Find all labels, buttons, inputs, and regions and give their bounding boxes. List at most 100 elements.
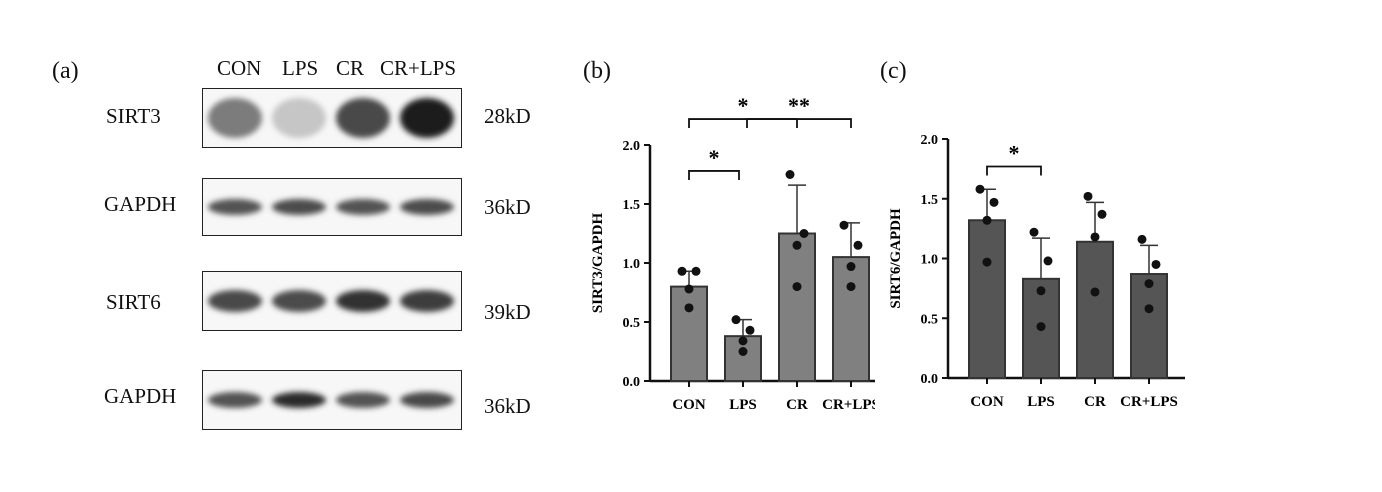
blot-band: [208, 98, 262, 138]
chart-b: 0.0 0.5 1.0 1.5 2.0 SIRT3/GAPDH CON LPS CR CR+LPS…: [590, 93, 875, 413]
blot-band: [400, 98, 454, 138]
significance-label: *: [1009, 140, 1020, 165]
protein-label-sirt6: SIRT6: [106, 290, 161, 314]
lane-label-cr: CR: [336, 56, 365, 80]
protein-label-gapdh-2: GAPDH: [104, 384, 177, 408]
significance-label: *: [738, 93, 749, 118]
significance-label: *: [709, 145, 720, 170]
blot-band: [336, 199, 390, 215]
bar: [832, 256, 870, 383]
mw-label-sirt6: 39kD: [484, 300, 531, 324]
data-point: [1036, 322, 1046, 332]
y-tick-label: 1.0: [921, 253, 939, 268]
data-point: [684, 303, 694, 313]
y-axis-label: SIRT6/GAPDH: [888, 208, 904, 309]
blot-band: [400, 392, 454, 408]
blot-band: [336, 290, 390, 312]
data-point: [982, 257, 992, 267]
bar: [1076, 240, 1114, 379]
blot-gapdh-2-bands: [208, 392, 454, 408]
data-point: [846, 282, 856, 292]
y-tick-label: 0.5: [921, 312, 939, 327]
blot-band: [272, 98, 326, 138]
blot-band: [208, 290, 262, 312]
protein-label-sirt3: SIRT3: [106, 104, 161, 128]
blot-sirt3-bands: [208, 98, 454, 138]
blot-band: [272, 199, 326, 215]
lane-label-cr-lps: CR+LPS: [380, 56, 457, 80]
y-axis-label: SIRT3/GAPDH: [590, 213, 606, 314]
mw-label-gapdh-1: 36kD: [484, 195, 531, 219]
blot-band: [400, 290, 454, 312]
y-tick-label: 1.5: [921, 193, 939, 208]
x-tick-label: CR+LPS: [822, 397, 875, 413]
data-point: [1144, 279, 1154, 289]
data-point: [1097, 209, 1107, 219]
data-point: [1090, 287, 1100, 297]
blot-gapdh-1: [202, 178, 462, 236]
bar: [778, 232, 816, 382]
significance-bracket: [986, 165, 1042, 176]
y-tick-label: 0.0: [623, 375, 641, 390]
data-point: [745, 325, 755, 335]
chart-c: 0.0 0.5 1.0 1.5 2.0 SIRT6/GAPDH CON LPS CR CR+LPS…: [888, 133, 1185, 410]
data-point: [853, 240, 863, 250]
data-point: [1090, 232, 1100, 242]
x-tick-label: CON: [672, 397, 706, 413]
y-tick-label: 2.0: [623, 139, 641, 154]
bar: [724, 335, 762, 383]
y-tick-label: 1.0: [623, 257, 641, 272]
data-point: [799, 229, 809, 238]
mw-label-sirt3: 28kD: [484, 104, 531, 128]
blot-sirt3: [202, 88, 462, 148]
panel-b-label: (b): [583, 58, 611, 84]
bar: [670, 285, 708, 383]
x-tick-label: CON: [970, 394, 1004, 410]
protein-label-gapdh-1: GAPDH: [104, 192, 177, 216]
bar: [968, 219, 1006, 379]
blot-band: [208, 199, 262, 215]
significance-bracket: [746, 118, 852, 129]
blot-band: [400, 199, 454, 215]
data-point: [738, 336, 748, 346]
blot-sirt6-bands: [208, 290, 454, 312]
data-point: [1043, 256, 1053, 266]
data-point: [1083, 191, 1093, 201]
y-tick-label: 0.5: [623, 316, 641, 331]
data-point: [982, 215, 992, 225]
lane-label-con: CON: [217, 56, 262, 80]
blot-band: [336, 392, 390, 408]
data-point: [792, 240, 802, 250]
lane-label-lps: LPS: [282, 56, 319, 80]
panel-c-label: (c): [880, 58, 907, 84]
data-point: [785, 170, 795, 179]
data-point: [731, 315, 741, 325]
blot-gapdh-2: [202, 370, 462, 430]
data-point: [1036, 286, 1046, 296]
significance-bracket: [688, 170, 740, 180]
y-tick-label: 1.5: [623, 198, 641, 213]
mw-label-gapdh-2: 36kD: [484, 394, 531, 418]
bar: [1130, 273, 1168, 379]
data-point: [989, 197, 999, 207]
blot-band: [208, 392, 262, 408]
data-point: [677, 266, 687, 276]
blot-band: [272, 392, 326, 408]
blot-sirt6: [202, 271, 462, 331]
data-point: [792, 282, 802, 292]
data-point: [839, 220, 849, 230]
blot-band: [336, 98, 390, 138]
x-tick-label: CR: [1084, 394, 1106, 410]
data-point: [1151, 259, 1161, 269]
y-tick-label: 0.0: [921, 372, 939, 387]
significance-bracket: [688, 118, 798, 129]
data-point: [684, 284, 694, 294]
panel-a-label: (a): [52, 58, 79, 84]
y-tick-label: 2.0: [921, 133, 939, 148]
blot-gapdh-1-bands: [208, 199, 454, 215]
x-tick-label: LPS: [1027, 394, 1055, 410]
x-tick-label: CR: [786, 397, 808, 413]
significance-label: **: [788, 93, 810, 118]
data-point: [691, 266, 701, 276]
x-tick-label: LPS: [729, 397, 757, 413]
